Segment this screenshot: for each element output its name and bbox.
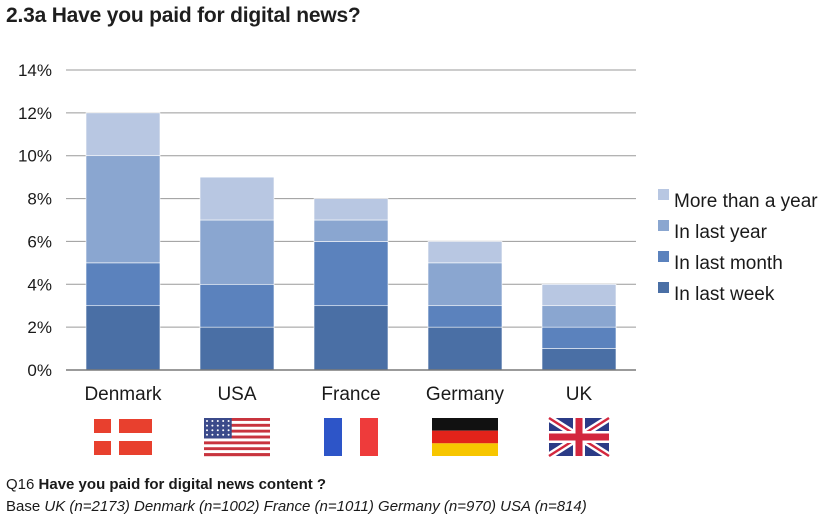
- legend-item: In last year: [658, 220, 768, 243]
- category-label: Germany: [426, 384, 505, 405]
- bar-segment-in-last-week: [85, 305, 161, 371]
- bar-segment-more-than-a-year: [313, 198, 389, 221]
- bar-segment-in-last-year: [541, 305, 617, 328]
- question-number: Q16: [6, 476, 35, 493]
- legend-swatch: [658, 189, 669, 200]
- y-tick-label: 4%: [27, 275, 52, 294]
- base-label: Base: [6, 498, 41, 515]
- bar-segment-in-last-month: [85, 262, 161, 307]
- legend-swatch: [658, 220, 669, 231]
- bar-segment-in-last-week: [541, 348, 617, 371]
- germany-flag: [432, 418, 498, 456]
- legend-label: In last year: [674, 222, 768, 243]
- bar-segment-in-last-month: [199, 283, 275, 328]
- y-tick-label: 14%: [18, 61, 52, 80]
- legend-label: In last week: [674, 284, 775, 305]
- category-label: UK: [566, 384, 593, 405]
- base-footnote: Base UK (n=2173) Denmark (n=1002) France…: [6, 498, 587, 515]
- y-tick-label: 12%: [18, 104, 52, 123]
- bar-segment-more-than-a-year: [85, 112, 161, 157]
- bar-segment-more-than-a-year: [541, 283, 617, 307]
- legend-item: In last month: [658, 251, 783, 274]
- y-tick-label: 0%: [27, 361, 52, 380]
- legend-swatch: [658, 282, 669, 293]
- y-tick-label: 10%: [18, 147, 52, 166]
- legend-label: More than a year: [674, 191, 818, 212]
- bar-segment-in-last-week: [199, 326, 275, 371]
- legend-label: In last month: [674, 253, 783, 274]
- bar-segment-in-last-month: [427, 305, 503, 328]
- uk-flag: [547, 415, 611, 459]
- bar-segment-more-than-a-year: [199, 176, 275, 221]
- bar-segment-in-last-week: [427, 326, 503, 371]
- y-tick-label: 8%: [27, 190, 52, 209]
- bar-segment-in-last-month: [313, 241, 389, 307]
- bar-segment-in-last-month: [541, 326, 617, 349]
- legend-swatch: [658, 251, 669, 262]
- question-text: Have you paid for digital news content ?: [38, 476, 327, 493]
- y-tick-label: 2%: [27, 318, 52, 337]
- legend-item: In last week: [658, 282, 775, 305]
- bar-segment-in-last-week: [313, 305, 389, 371]
- legend-item: More than a year: [658, 189, 818, 212]
- bar-segment-in-last-year: [313, 219, 389, 242]
- bar-segment-more-than-a-year: [427, 241, 503, 264]
- bar-segment-in-last-year: [85, 155, 161, 264]
- bar-segment-in-last-year: [427, 262, 503, 307]
- usa-flag: [204, 418, 270, 457]
- bar-segment-in-last-year: [199, 219, 275, 285]
- category-label: Denmark: [84, 384, 162, 405]
- category-label: France: [321, 384, 380, 405]
- france-flag: [324, 418, 378, 456]
- chart-title: 2.3a Have you paid for digital news?: [6, 4, 361, 27]
- denmark-flag: [94, 419, 152, 455]
- base-sample-sizes: UK (n=2173) Denmark (n=1002) France (n=1…: [44, 498, 587, 515]
- y-tick-label: 6%: [27, 232, 52, 251]
- category-label: USA: [217, 384, 256, 405]
- question-footnote: Q16 Have you paid for digital news conte…: [6, 476, 326, 493]
